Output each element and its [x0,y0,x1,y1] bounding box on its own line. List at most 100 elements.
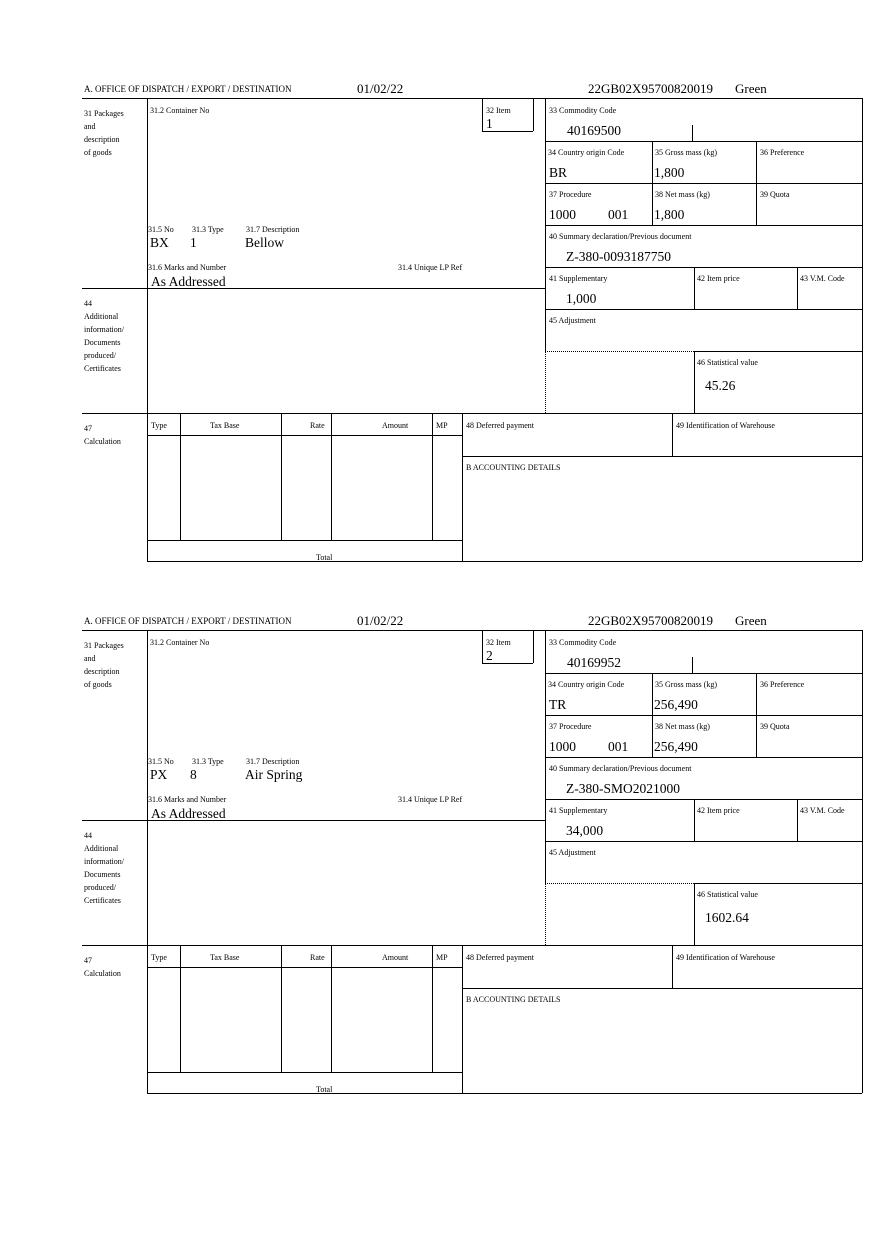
previous-document-value: Z-380-SMO2021000 [566,781,680,796]
net-mass-label: 38 Net mass (kg) [655,722,710,731]
previous-document-label: 40 Summary declaration/Previous document [549,764,692,773]
label-line: information/ [84,325,124,334]
calc-header-type: Type [151,953,167,962]
box-44-label: 44 Additional information/ Documents pro… [84,297,124,375]
label-line: 31 Packages [84,109,124,118]
form-rule [694,799,695,841]
declaration-date: 01/02/22 [357,613,404,628]
supplementary-value: 1,000 [566,291,597,306]
commodity-code-label: 33 Commodity Code [549,106,617,115]
form-rule [545,799,862,800]
unique-lp-ref-label: 31.4 Unique LP Ref [398,263,463,272]
form-rule [672,945,673,988]
box-31-label: 31 Packages and description of goods [84,107,124,159]
vm-code-label: 43 V.M. Code [800,274,845,283]
item-price-label: 42 Item price [697,806,740,815]
box-44-label: 44 Additional information/ Documents pro… [84,829,124,907]
label-line: Additional [84,312,119,321]
form-rule [432,413,433,540]
label-line: Documents [84,338,121,347]
marks-label: 31.6 Marks and Number [148,263,227,272]
label-line: 31 Packages [84,641,124,650]
form-rule [147,435,462,436]
label-line: Certificates [84,896,121,905]
adjustment-label: 45 Adjustment [549,848,596,857]
label-line: produced/ [84,351,116,360]
declaration-date: 01/02/22 [357,81,404,96]
procedure-label: 37 Procedure [549,190,592,199]
box-47-label: 47 Calculation [84,422,121,448]
calc-header-mp: MP [436,953,448,962]
label-line: description [84,135,120,144]
office-heading: A. OFFICE OF DISPATCH / EXPORT / DESTINA… [84,616,292,626]
quota-label: 39 Quota [760,190,790,199]
calc-total-label: Total [316,553,333,562]
label-line: of goods [84,148,112,157]
form-rule [862,98,863,561]
box-31-label: 31 Packages and description of goods [84,639,124,691]
label-line: 44 [84,299,92,308]
form-rule [432,945,433,1072]
package-no-label: 31.5 No [148,225,174,234]
description-value: Air Spring [245,767,303,782]
form-rule [82,413,862,414]
country-origin-label: 34 Country origin Code [548,148,625,157]
form-rule [545,309,862,310]
marks-label: 31.6 Marks and Number [148,795,227,804]
statistical-value-label: 46 Statistical value [697,890,758,899]
marks-value: As Addressed [151,274,226,289]
label-line: and [84,122,96,131]
form-rule [797,799,798,841]
unique-lp-ref-label: 31.4 Unique LP Ref [398,795,463,804]
form-rule [672,413,673,456]
form-rule [82,288,545,289]
gross-mass-value: 256,490 [654,697,698,712]
form-rule [180,413,181,540]
form-rule [545,183,862,184]
form-rule [545,757,862,758]
deferred-payment-label: 48 Deferred payment [466,953,534,962]
description-value: Bellow [245,235,284,250]
declaration-reference: 22GB02X95700820019 [588,613,713,628]
declaration-item-1: A. OFFICE OF DISPATCH / EXPORT / DESTINA… [0,82,882,582]
deferred-payment-label: 48 Deferred payment [466,421,534,430]
net-mass-value: 256,490 [654,739,698,754]
accounting-details-label: B ACCOUNTING DETAILS [466,995,561,1004]
label-line: Documents [84,870,121,879]
form-rule [281,413,282,540]
form-rule [545,141,862,142]
form-rule [82,98,862,99]
form-rule [82,945,862,946]
procedure-label: 37 Procedure [549,722,592,731]
item-value: 2 [486,648,493,663]
form-rule [694,267,695,309]
form-rule [756,141,757,225]
form-rule [462,988,862,989]
form-rule [756,673,757,757]
adjustment-label: 45 Adjustment [549,316,596,325]
container-no-label: 31.2 Container No [150,638,210,647]
form-rule [482,630,483,663]
gross-mass-label: 35 Gross mass (kg) [655,680,717,689]
label-line: Additional [84,844,119,853]
warehouse-id-label: 49 Identification of Warehouse [676,421,775,430]
form-rule [82,820,545,821]
calc-header-tax-base: Tax Base [210,421,240,430]
commodity-code-label: 33 Commodity Code [549,638,617,647]
form-rule [545,98,546,351]
form-rule [652,673,653,757]
label-line: and [84,654,96,663]
form-rule [462,413,463,561]
supplementary-label: 41 Supplementary [549,274,608,283]
form-rule [545,225,862,226]
calc-header-mp: MP [436,421,448,430]
package-type-label: 31.3 Type [192,225,224,234]
dotted-rule [545,883,546,945]
form-rule [147,630,148,1093]
form-rule [462,945,463,1093]
net-mass-value: 1,800 [654,207,685,222]
description-label: 31.7 Description [246,757,300,766]
previous-document-value: Z-380-0093187750 [566,249,671,264]
label-line: information/ [84,857,124,866]
package-no-value: PX [150,767,168,782]
